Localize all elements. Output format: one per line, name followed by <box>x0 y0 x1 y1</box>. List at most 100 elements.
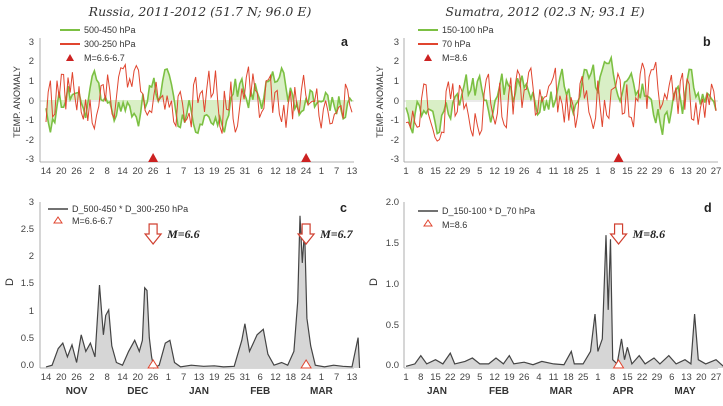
xtick: 27 <box>711 166 722 177</box>
xtick: 14 <box>41 166 52 177</box>
xtick: 20 <box>696 372 707 383</box>
down-arrow-icon <box>296 223 316 245</box>
xtick: 25 <box>224 166 235 177</box>
ytick: 3 <box>29 197 34 208</box>
ytick: -3 <box>391 154 399 165</box>
xtick: 20 <box>56 166 67 177</box>
xtick: 18 <box>563 166 574 177</box>
xtick: 1 <box>595 166 600 177</box>
xtick: 14 <box>41 372 52 383</box>
legend-label: M=6.6-6.7 <box>84 53 125 63</box>
yticks-b: 3 2 1 0 -1 -2 -3 <box>391 37 399 165</box>
xtick: 31 <box>240 372 251 383</box>
xtick: 1 <box>319 166 324 177</box>
ytick: 0.5 <box>21 333 34 344</box>
xtick: 22 <box>445 166 456 177</box>
event-marker <box>147 359 160 369</box>
month-label: FEB <box>250 386 270 397</box>
xtick: 27 <box>711 372 722 383</box>
legend-label: M=8.6 <box>442 53 467 63</box>
series-line-D_500-450 * D_300-250 hPa <box>45 215 361 369</box>
xticks-b: 1 8 15 22 29 5 12 19 26 4 11 18 25 1 8 15 22 29 6 13 20 27 <box>403 166 721 177</box>
xtick: 29 <box>460 166 471 177</box>
event-marker <box>148 153 159 162</box>
ytick: 2 <box>29 251 34 262</box>
ytick: 0.0 <box>21 360 34 371</box>
xtick: 8 <box>418 372 423 383</box>
series-a <box>45 62 353 135</box>
xtick: 20 <box>696 166 707 177</box>
series-b <box>405 54 717 142</box>
series-line-70 hPa <box>405 61 717 142</box>
panel-d: D 2.0 1.5 1.0 0.5 0.0 M=8.6 1 8 15 22 29 5 12 1… <box>368 197 723 397</box>
ytick: 0 <box>29 96 34 107</box>
yticks-c: 3 2.5 2 1.5 1 0.5 0.0 <box>21 197 34 371</box>
legend-label: 70 hPa <box>442 39 471 49</box>
xtick: 2 <box>89 372 94 383</box>
xtick: 8 <box>418 166 423 177</box>
xtick: 7 <box>334 166 339 177</box>
xtick: 6 <box>669 372 674 383</box>
month-label: MAY <box>674 386 696 397</box>
legend-label: 150-100 hPa <box>442 25 494 35</box>
xtick: 12 <box>270 166 281 177</box>
ytick: 2.5 <box>21 224 34 235</box>
series-fill <box>406 57 716 135</box>
xtick: 22 <box>637 166 648 177</box>
xtick: 25 <box>224 372 235 383</box>
xtick: 26 <box>148 372 159 383</box>
xtick: 24 <box>301 166 312 177</box>
xtick: 15 <box>430 166 441 177</box>
series-fill <box>406 235 723 368</box>
xtick: 12 <box>489 372 500 383</box>
ylabel-c: D <box>4 278 16 286</box>
ylabel-d: D <box>368 278 380 286</box>
magnitude-annotation: M=6.6 <box>166 227 200 241</box>
ytick: 3 <box>394 37 399 48</box>
xtick: 1 <box>403 372 408 383</box>
legend-marker <box>423 219 433 227</box>
xtick: 1 <box>319 372 324 383</box>
months-c: NOV DEC JAN FEB MAR <box>66 386 334 397</box>
xtick: 15 <box>622 166 633 177</box>
xtick: 7 <box>334 372 339 383</box>
ytick: 2 <box>29 56 34 67</box>
xtick: 6 <box>669 166 674 177</box>
legend-marker <box>66 54 74 61</box>
legend-label: 500-450 hPa <box>84 25 136 35</box>
series-line-500-450 hPa <box>45 65 353 135</box>
xtick: 14 <box>117 372 128 383</box>
xtick: 19 <box>504 166 515 177</box>
panel-c: D 3 2.5 2 1.5 1 0.5 0.0 M=6.6 M=6.7 14 20 2… <box>4 197 361 397</box>
month-label: NOV <box>66 386 88 397</box>
legend-b: 150-100 hPa 70 hPa M=8.6 <box>418 25 494 63</box>
xtick: 8 <box>105 166 110 177</box>
xtick: 2 <box>89 166 94 177</box>
month-label: DEC <box>127 386 148 397</box>
xtick: 19 <box>209 372 220 383</box>
month-label: MAR <box>550 386 574 397</box>
xtick: 15 <box>622 372 633 383</box>
ytick: 0.5 <box>386 320 399 331</box>
xtick: 6 <box>258 372 263 383</box>
xtick: 1 <box>166 166 171 177</box>
event-marker <box>301 153 312 162</box>
month-label: MAR <box>310 386 334 397</box>
ytick: 0.0 <box>386 360 399 371</box>
xtick: 1 <box>595 372 600 383</box>
panel-label-c: c <box>340 201 347 215</box>
down-arrow-icon <box>609 223 628 245</box>
xtick: 5 <box>477 372 482 383</box>
xtick: 15 <box>430 372 441 383</box>
ytick: 0 <box>394 96 399 107</box>
ytick: 1 <box>29 306 34 317</box>
series-c <box>45 215 361 369</box>
ytick: 1.5 <box>21 278 34 289</box>
xtick: 18 <box>286 166 297 177</box>
panel-b: TEMP. ANOMALY 3 2 1 0 -1 -2 -3 1 8 15 22 29 5… <box>375 25 721 177</box>
series-fill <box>46 68 352 134</box>
xtick: 31 <box>240 166 251 177</box>
event-marker <box>612 359 625 369</box>
panel-label-d: d <box>704 201 712 215</box>
